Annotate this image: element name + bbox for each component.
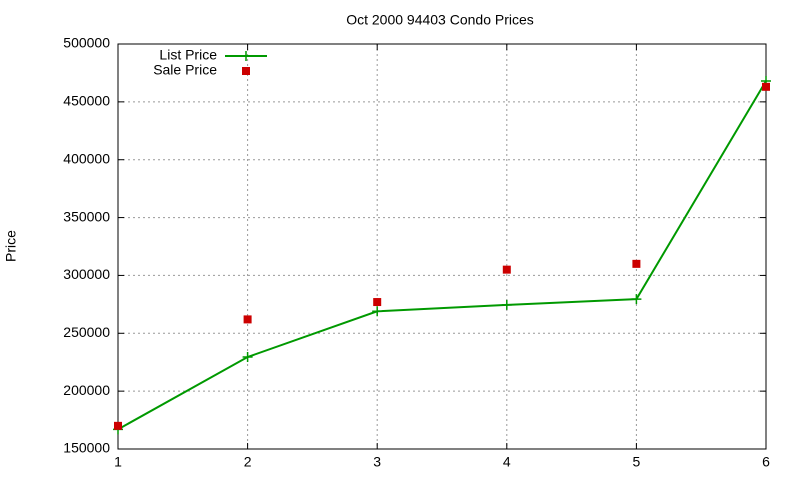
data-point (631, 294, 642, 305)
x-tick-label: 4 (503, 454, 511, 470)
y-tick-label: 150000 (63, 440, 110, 456)
data-point (373, 298, 382, 307)
data-point (632, 259, 641, 268)
data-point (502, 265, 511, 274)
y-tick-label: 200000 (63, 382, 110, 398)
data-point (762, 82, 770, 91)
y-tick-label: 450000 (63, 93, 110, 109)
x-tick-label: 6 (762, 454, 770, 470)
x-tick-label: 2 (244, 454, 252, 470)
legend-label: Sale Price (153, 62, 217, 78)
y-tick-label: 300000 (63, 266, 110, 282)
data-point (243, 315, 252, 324)
y-tick-label: 350000 (63, 208, 110, 224)
chart-title: Oct 2000 94403 Condo Prices (346, 12, 534, 28)
data-point (114, 421, 122, 430)
series-line (117, 80, 767, 431)
x-tick-label: 3 (373, 454, 381, 470)
legend-swatch (241, 51, 251, 61)
y-tick-label: 400000 (63, 150, 110, 166)
legend-label: List Price (159, 47, 217, 63)
y-tick-label: 500000 (63, 35, 110, 51)
x-tick-label: 1 (114, 454, 122, 470)
data-point (501, 299, 512, 310)
data-point (242, 352, 253, 363)
plot-frame (117, 43, 767, 450)
data-point (372, 306, 383, 317)
y-axis-label: Price (3, 230, 19, 262)
legend-swatch (242, 67, 250, 75)
y-tick-label: 250000 (63, 324, 110, 340)
x-tick-label: 5 (633, 454, 641, 470)
